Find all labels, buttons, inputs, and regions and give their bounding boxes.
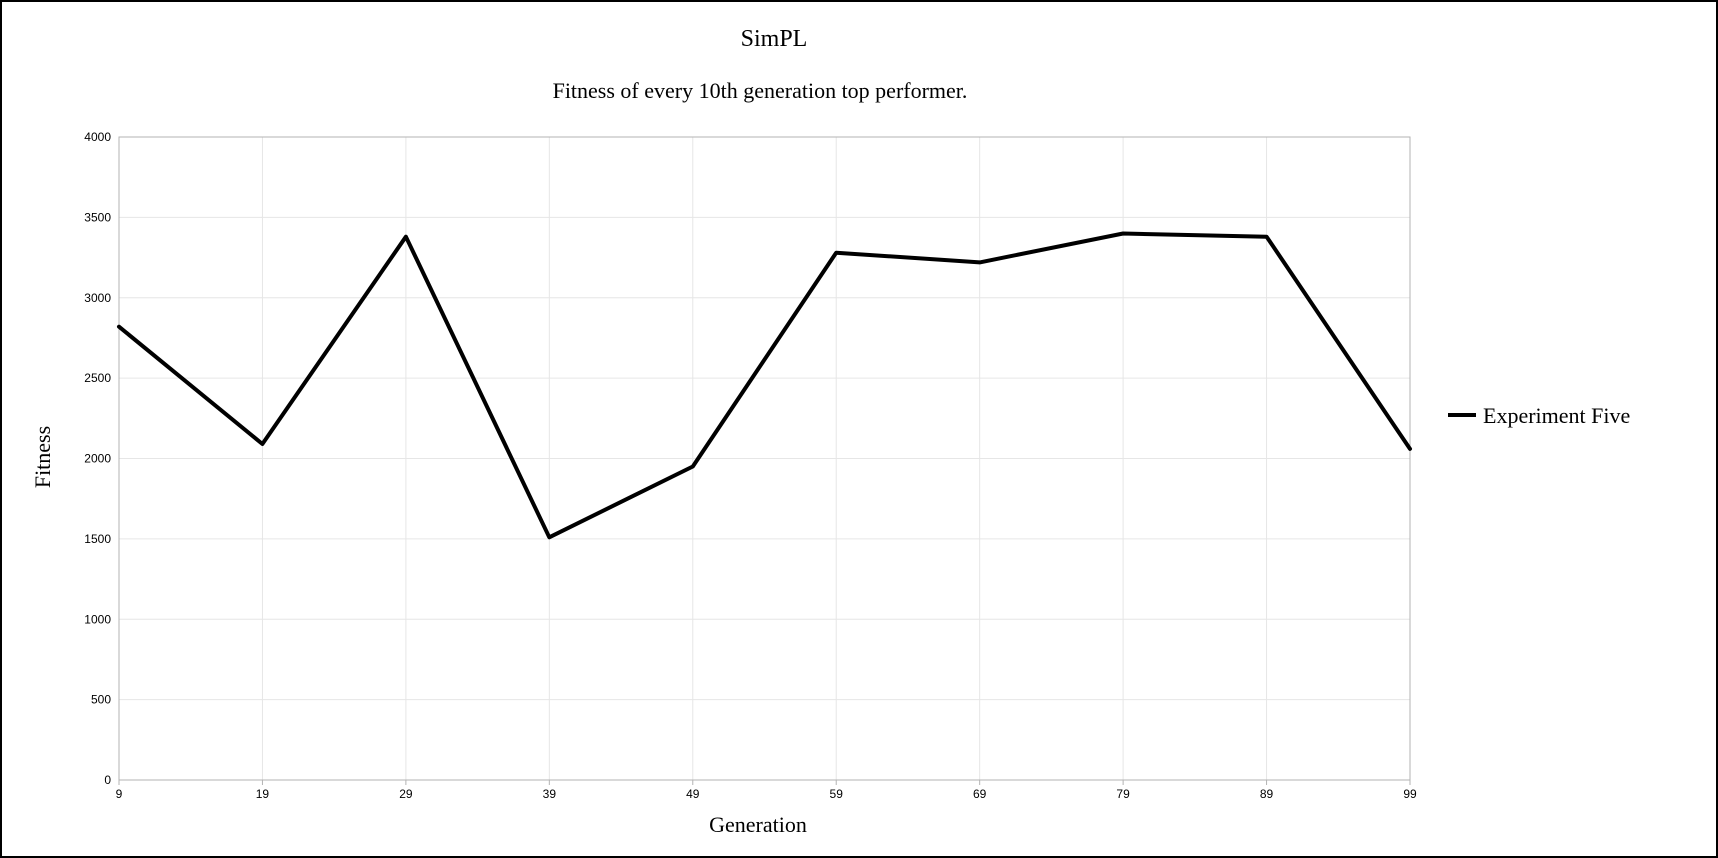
x-tick-label: 19: [256, 787, 270, 801]
y-tick-label: 500: [91, 693, 111, 707]
series-group: [117, 231, 1412, 540]
plot-area-border: [118, 136, 1411, 781]
y-tick-label: 4000: [84, 130, 111, 144]
chart-title: SimPL: [741, 26, 808, 52]
y-tick-label: 1000: [84, 612, 111, 626]
y-axis-label: Fitness: [30, 426, 55, 488]
x-tick-label: 69: [973, 787, 987, 801]
y-ticks-group: 0 500 1000 1500 2000 2500 3000 3500 4000: [84, 130, 111, 787]
x-tick-label: 89: [1260, 787, 1274, 801]
y-tick-label: 2500: [84, 371, 111, 385]
x-tick-label: 39: [543, 787, 557, 801]
x-tick-label: 29: [399, 787, 413, 801]
x-tick-label: 9: [116, 787, 123, 801]
y-tick-label: 3500: [84, 210, 111, 224]
y-tick-label: 2000: [84, 452, 111, 466]
chart-subtitle: Fitness of every 10th generation top per…: [553, 78, 968, 103]
legend: Experiment Five: [1448, 403, 1630, 428]
series-line: [117, 231, 1412, 540]
x-tick-label: 59: [830, 787, 844, 801]
x-tick-label: 99: [1403, 787, 1417, 801]
x-ticks-group: 9 19 29 39 49 59 69 79 89 99: [116, 780, 1417, 801]
grid-group: [119, 137, 1410, 780]
legend-label: Experiment Five: [1483, 403, 1630, 428]
x-tick-label: 79: [1116, 787, 1130, 801]
y-tick-label: 0: [104, 773, 111, 787]
y-tick-label: 3000: [84, 291, 111, 305]
x-tick-label: 49: [686, 787, 700, 801]
y-tick-label: 1500: [84, 532, 111, 546]
x-axis-label: Generation: [709, 812, 807, 837]
